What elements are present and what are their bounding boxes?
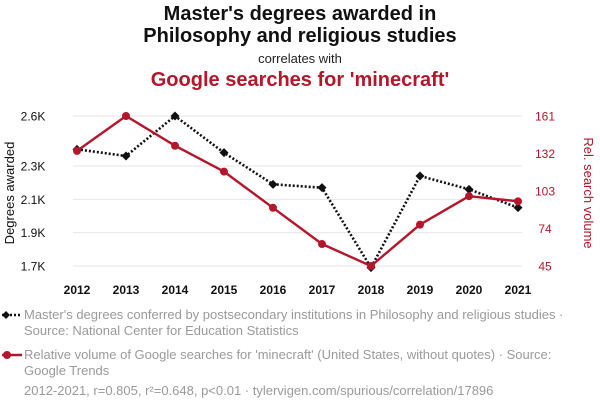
data-point-degrees [121, 151, 131, 161]
right-axis-label: Rel. search volume [581, 137, 596, 248]
data-point-searches [220, 167, 228, 176]
data-point-searches [318, 240, 326, 249]
legend-swatch-degrees [2, 311, 22, 319]
series-line-searches [76, 114, 519, 268]
data-point-degrees [415, 171, 425, 181]
x-tick-label: 2012 [64, 283, 91, 297]
x-tick-label: 2016 [260, 283, 287, 297]
data-point-degrees [317, 183, 327, 193]
left-tick-label: 1.7K [21, 260, 46, 274]
chart-title-line-1: Master's degrees awarded in [163, 3, 437, 25]
left-tick-label: 1.9K [21, 226, 46, 240]
right-tick-label: 103 [535, 185, 555, 199]
data-point-searches [367, 262, 375, 270]
data-point-degrees [513, 203, 523, 213]
series-line-degrees [76, 114, 519, 269]
right-axis: 45 74 103 132 161 Rel. search volume [535, 110, 596, 274]
data-point-searches [122, 112, 130, 120]
right-tick-label: 161 [535, 110, 555, 124]
x-axis: 2012 2013 2014 2015 2016 2017 2018 2019 2020 2021 [64, 283, 532, 297]
grid-lines [73, 115, 522, 267]
data-point-searches [514, 197, 522, 206]
data-point-degrees [170, 111, 180, 121]
data-point-searches [416, 220, 424, 229]
left-tick-label: 2.6K [21, 110, 46, 124]
data-point-degrees [219, 148, 229, 158]
right-tick-label: 45 [538, 260, 552, 274]
legend-swatch-searches [2, 351, 22, 359]
left-tick-label: 2.1K [21, 193, 46, 207]
data-point-degrees [268, 179, 278, 189]
x-tick-label: 2019 [407, 283, 434, 297]
legend-label-degrees: Master's degrees conferred by postsecond… [24, 307, 564, 338]
data-point-searches [73, 146, 81, 155]
data-point-searches [171, 141, 179, 150]
data-point-searches [465, 192, 473, 201]
x-tick-label: 2013 [113, 283, 140, 297]
x-tick-label: 2021 [505, 283, 532, 297]
x-tick-label: 2017 [309, 283, 336, 297]
left-axis: 1.7K 1.9K 2.1K 2.3K 2.6K Degrees awarded [2, 110, 45, 274]
chart-title-line-2: Philosophy and religious studies [143, 25, 457, 47]
legend-label-searches: Relative volume of Google searches for '… [24, 347, 552, 378]
left-axis-label: Degrees awarded [2, 142, 17, 245]
right-tick-label: 132 [535, 147, 555, 161]
x-tick-label: 2014 [162, 283, 189, 297]
left-tick-label: 2.3K [21, 160, 46, 174]
x-tick-label: 2020 [456, 283, 483, 297]
series-lines [72, 111, 523, 273]
chart-title-connector: correlates with [258, 51, 342, 66]
x-tick-label: 2018 [358, 283, 385, 297]
chart-title-line-3: Google searches for 'minecraft' [150, 69, 450, 91]
data-point-searches [269, 203, 277, 212]
footer-correlation-stats: 2012-2021, r=0.805, r²=0.648, p<0.01 · t… [24, 383, 494, 398]
data-point-degrees [464, 184, 474, 194]
x-tick-label: 2015 [211, 283, 238, 297]
right-tick-label: 74 [538, 222, 552, 236]
